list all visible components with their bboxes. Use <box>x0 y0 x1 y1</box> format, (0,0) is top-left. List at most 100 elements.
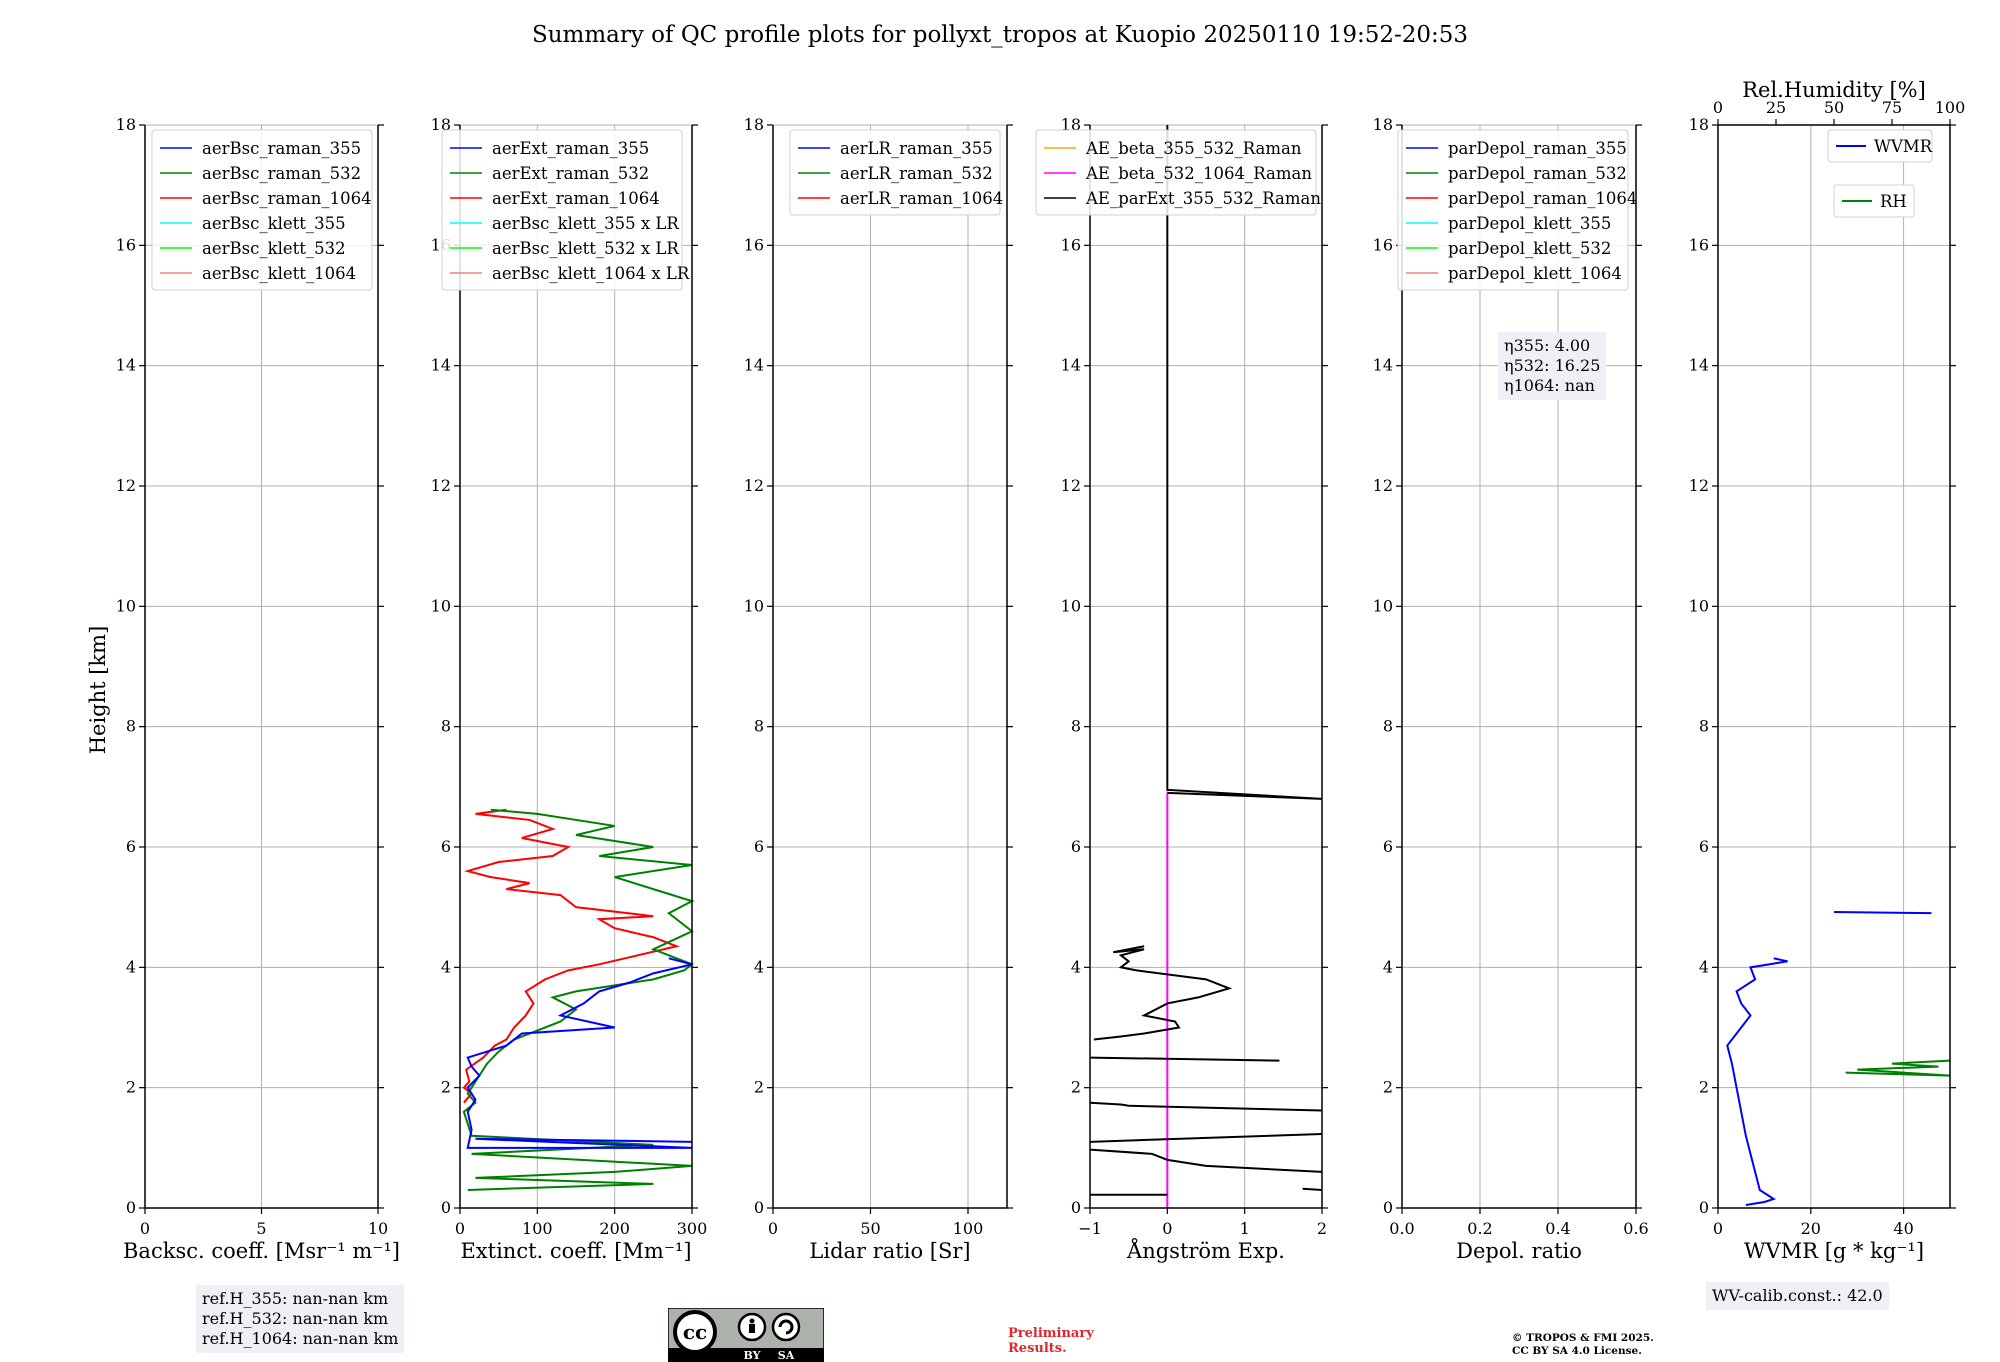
figure-title: Summary of QC profile plots for pollyxt_… <box>531 22 1469 48</box>
y-tick-label: 18 <box>1061 115 1081 134</box>
y-tick-label: 6 <box>1383 837 1393 856</box>
cc-text: cc <box>683 1320 707 1344</box>
series-WVMR <box>1726 957 1788 1206</box>
y-tick-label: 2 <box>1699 1078 1709 1097</box>
y-tick-label: 4 <box>126 957 136 976</box>
y-tick-label: 8 <box>1699 717 1709 736</box>
x-tick-label: 0 <box>768 1219 778 1238</box>
x-tick-label: 0.2 <box>1467 1219 1492 1238</box>
y-tick-label: 6 <box>1699 837 1709 856</box>
x-tick-label: 10 <box>368 1219 388 1238</box>
x-tick-label: 0.0 <box>1389 1219 1414 1238</box>
x-tick-label: 200 <box>599 1219 630 1238</box>
legend-label: aerBsc_raman_355 <box>202 139 361 158</box>
x-axis-label: Ångström Exp. <box>1126 1238 1285 1263</box>
legend-label: aerBsc_klett_532 x LR <box>492 239 679 258</box>
legend-label: parDepol_raman_532 <box>1448 164 1627 183</box>
legend-label: WVMR <box>1874 137 1933 156</box>
ref-height-annotation: ref.H_355: nan-nan km ref.H_532: nan-nan… <box>196 1285 405 1353</box>
series-AE_parExt_355_532_Raman <box>1166 125 1323 800</box>
y-tick-label: 4 <box>441 957 451 976</box>
copyright-line-1: © TROPOS & FMI 2025. <box>1512 1332 1654 1344</box>
legend-label: aerBsc_klett_1064 x LR <box>492 264 690 283</box>
y-tick-label: 12 <box>744 476 764 495</box>
legend-label: aerExt_raman_532 <box>492 164 649 183</box>
legend-label: aerBsc_klett_1064 <box>202 264 356 283</box>
legend-label: parDepol_raman_1064 <box>1448 189 1637 208</box>
y-tick-label: 4 <box>1071 957 1081 976</box>
y-tick-label: 14 <box>1689 356 1709 375</box>
series-RH <box>1845 1059 1951 1077</box>
y-tick-label: 10 <box>1689 596 1709 615</box>
series-AE_seg2 <box>1089 1056 1280 1062</box>
series-aerExt_raman_1064 <box>462 808 680 1104</box>
x-tick-label: 0 <box>1713 1219 1723 1238</box>
y-tick-label: 2 <box>1383 1078 1393 1097</box>
y-tick-label: 6 <box>441 837 451 856</box>
x-tick-label: 0 <box>140 1219 150 1238</box>
eta-annotation: η355: 4.00 η532: 16.25 η1064: nan <box>1498 332 1607 400</box>
y-tick-label: 18 <box>1373 115 1393 134</box>
y-tick-label: 12 <box>116 476 136 495</box>
y-tick-label: 14 <box>431 356 451 375</box>
legend-label: aerLR_raman_355 <box>840 139 993 158</box>
y-tick-label: 14 <box>1373 356 1393 375</box>
legend-label: AE_parExt_355_532_Raman <box>1085 189 1321 208</box>
series-AE_seg4 <box>1089 1132 1323 1143</box>
legend-lidar_ratio: aerLR_raman_355 aerLR_raman_532 aerLR_rama… <box>789 129 1003 216</box>
y-tick-label: 14 <box>1061 356 1081 375</box>
y-tick-label: 10 <box>744 596 764 615</box>
y-tick-label: 4 <box>1383 957 1393 976</box>
y-tick-label: 2 <box>126 1078 136 1097</box>
x-axis-label: Lidar ratio [Sr] <box>809 1239 970 1263</box>
top-x-tick-label: 0 <box>1713 98 1723 117</box>
preliminary-line-1: Preliminary <box>1008 1326 1094 1341</box>
y-tick-label: 8 <box>754 717 764 736</box>
panel-backscatter: 0 5 10 0 2 4 6 8 10 12 14 16 18 Backsc. coeff. [Msr⁻¹… <box>116 115 400 1263</box>
eta-532: η532: 16.25 <box>1504 356 1601 375</box>
y-tick-label: 16 <box>744 235 764 254</box>
y-tick-label: 2 <box>754 1078 764 1097</box>
x-tick-label: 0 <box>1162 1219 1172 1238</box>
y-tick-label: 10 <box>431 596 451 615</box>
ref-h-1064: ref.H_1064: nan-nan km <box>202 1329 399 1348</box>
series-AE_seg7 <box>1302 1187 1323 1191</box>
y-tick-label: 8 <box>1383 717 1393 736</box>
legend-label: aerBsc_klett_355 x LR <box>492 214 679 233</box>
y-axis-label: Height [km] <box>86 626 110 755</box>
legend-angstrom: AE_beta_355_532_Raman AE_beta_532_1064_Ra… <box>1035 129 1321 216</box>
cc-by-sa-badge: cc BY SA <box>668 1308 824 1362</box>
x-axis-label: Backsc. coeff. [Msr⁻¹ m⁻¹] <box>123 1239 400 1263</box>
y-tick-label: 6 <box>126 837 136 856</box>
ref-h-532: ref.H_532: nan-nan km <box>202 1309 389 1328</box>
x-axis-label: WVMR [g * kg⁻¹] <box>1744 1239 1924 1263</box>
eta-355: η355: 4.00 <box>1504 336 1591 355</box>
y-tick-label: 16 <box>1373 235 1393 254</box>
legend-backscatter: aerBsc_raman_355 aerBsc_raman_532 aerBsc_r… <box>151 129 373 291</box>
y-tick-label: 2 <box>441 1078 451 1097</box>
series-AE_seg5 <box>1089 1148 1323 1173</box>
legend-label: aerLR_raman_1064 <box>840 189 1003 208</box>
y-tick-label: 18 <box>744 115 764 134</box>
x-tick-label: 0 <box>455 1219 465 1238</box>
top-x-tick-label: 25 <box>1766 98 1786 117</box>
legend-label: aerBsc_klett_355 <box>202 214 346 233</box>
x-tick-label: 50 <box>860 1219 880 1238</box>
x-tick-label: 2 <box>1317 1219 1327 1238</box>
legend-label: parDepol_raman_355 <box>1448 139 1627 158</box>
x-axis-label: Depol. ratio <box>1456 1239 1582 1263</box>
x-tick-label: 5 <box>256 1219 266 1238</box>
y-tick-label: 0 <box>1383 1198 1393 1217</box>
x-axis-label: Extinct. coeff. [Mm⁻¹] <box>460 1239 691 1263</box>
y-tick-label: 8 <box>1071 717 1081 736</box>
legend-label: aerExt_raman_1064 <box>492 189 660 208</box>
y-tick-label: 16 <box>1061 235 1081 254</box>
series-aerExt_raman_532 <box>462 808 695 1191</box>
y-tick-label: 18 <box>116 115 136 134</box>
y-tick-label: 6 <box>754 837 764 856</box>
y-tick-label: 4 <box>754 957 764 976</box>
legend-label: AE_beta_532_1064_Raman <box>1085 164 1312 183</box>
sa-text: SA <box>778 1349 795 1362</box>
